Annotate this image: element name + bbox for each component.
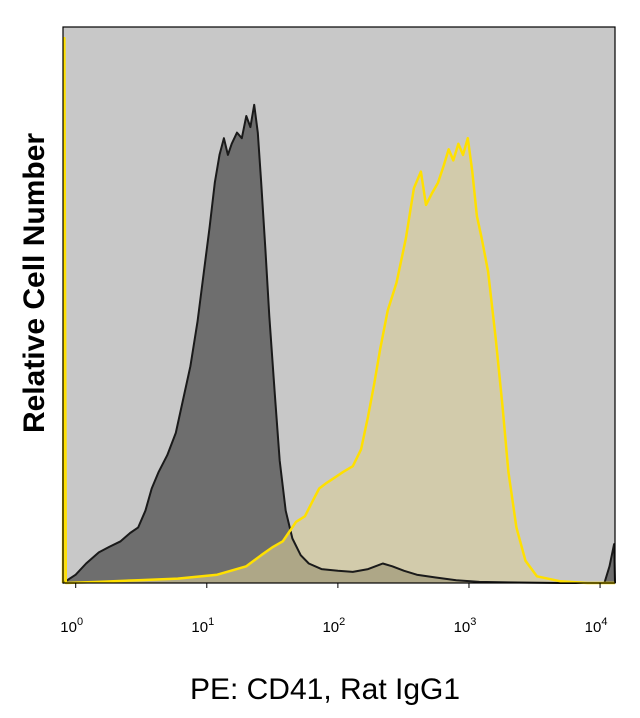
plot-frame: [62, 26, 616, 584]
series-2-area: [63, 38, 615, 584]
x-axis-title: PE: CD41, Rat IgG1: [190, 673, 460, 706]
x-tick-layer: 100 101 102 103 104: [60, 583, 607, 636]
x-tick-label-0: 100: [60, 616, 83, 636]
y-axis-title: Relative Cell Number: [18, 133, 51, 433]
series-2-line: [61, 36, 615, 585]
x-tick-label-4: 104: [585, 616, 608, 636]
series-layer: [61, 36, 616, 585]
x-tick-label-2: 102: [322, 616, 345, 636]
series-1-line: [62, 103, 616, 584]
x-tick-label-1: 101: [191, 616, 214, 636]
series-1-area: [63, 104, 615, 584]
x-tick-label-3: 103: [454, 616, 477, 636]
